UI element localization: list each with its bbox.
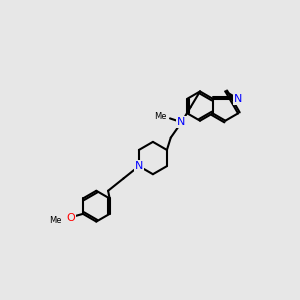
Text: Me: Me — [49, 215, 61, 224]
Text: N: N — [135, 161, 143, 171]
Text: Me: Me — [154, 112, 167, 121]
Text: O: O — [66, 213, 75, 223]
Text: N: N — [177, 117, 186, 127]
Text: N: N — [234, 94, 242, 104]
